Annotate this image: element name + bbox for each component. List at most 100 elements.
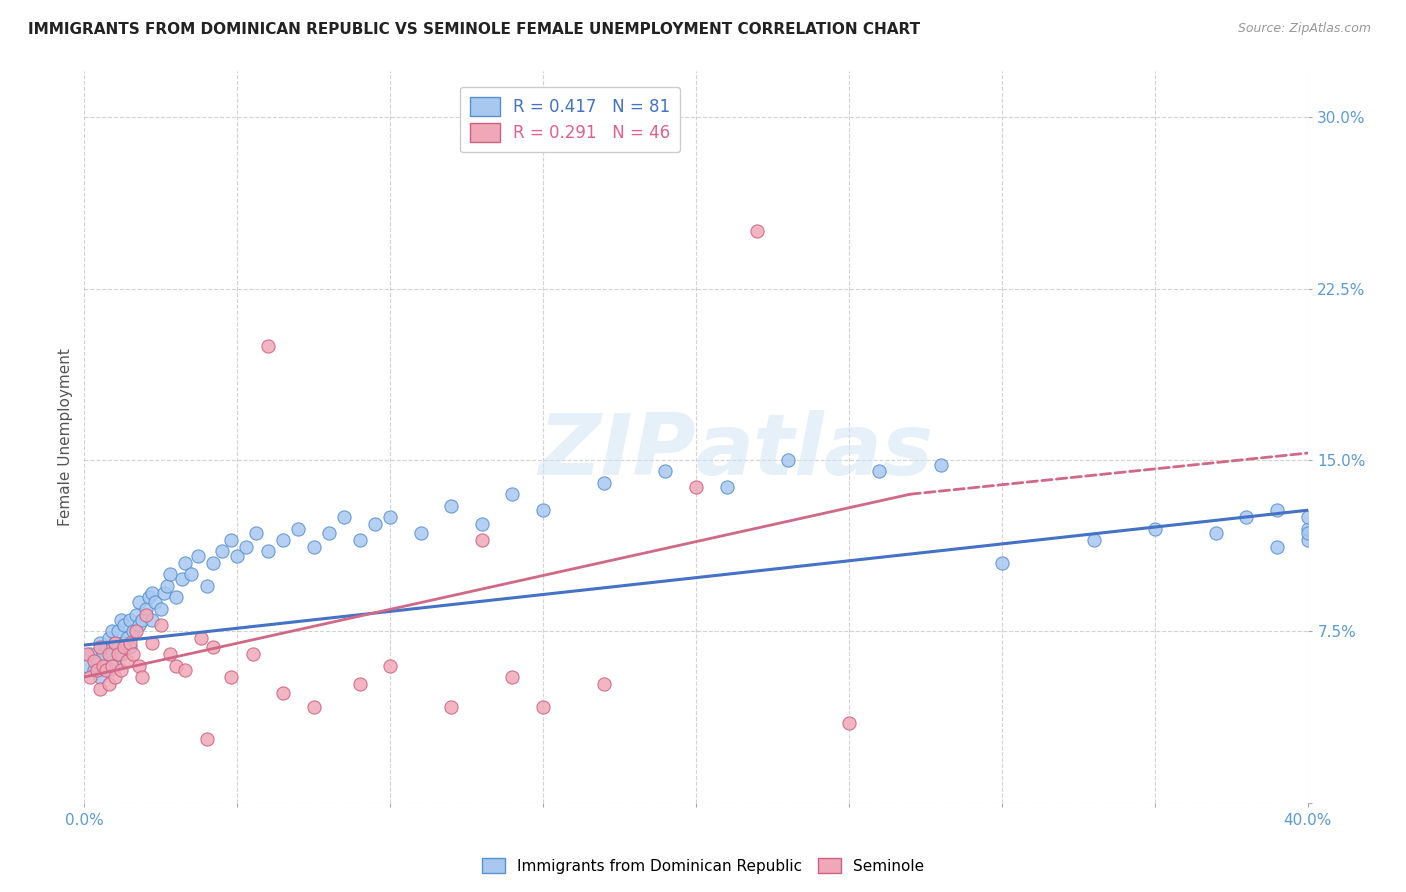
Text: IMMIGRANTS FROM DOMINICAN REPUBLIC VS SEMINOLE FEMALE UNEMPLOYMENT CORRELATION C: IMMIGRANTS FROM DOMINICAN REPUBLIC VS SE… [28,22,921,37]
Point [201,640,224,655]
Point [89,640,111,655]
Point [1296,526,1319,541]
Point [302,540,325,554]
Point [149,617,172,632]
Point [257,544,280,558]
Point [531,503,554,517]
Point [409,526,432,541]
Text: Source: ZipAtlas.com: Source: ZipAtlas.com [1237,22,1371,36]
Point [143,595,166,609]
Point [440,699,463,714]
Point [219,533,242,547]
Point [1296,521,1319,535]
Legend: R = 0.417   N = 81, R = 0.291   N = 46: R = 0.417 N = 81, R = 0.291 N = 46 [460,87,681,153]
Point [86,654,108,668]
Point [107,624,129,639]
Point [685,480,707,494]
Point [271,533,294,547]
Point [125,608,148,623]
Point [110,663,132,677]
Point [107,647,129,661]
Point [112,617,135,632]
Point [190,632,212,646]
Point [349,533,371,547]
Point [440,499,463,513]
Point [131,670,153,684]
Point [318,526,340,541]
Point [125,624,148,639]
Point [76,647,98,661]
Point [138,590,160,604]
Point [186,549,208,563]
Point [135,608,157,623]
Point [149,601,172,615]
Point [112,640,135,655]
Point [97,663,120,677]
Point [159,647,181,661]
Point [226,549,249,563]
Point [1296,510,1319,524]
Text: ZIP: ZIP [538,410,696,493]
Point [83,654,105,668]
Legend: Immigrants from Dominican Republic, Seminole: Immigrants from Dominican Republic, Semi… [477,852,929,880]
Point [159,567,181,582]
Point [776,453,799,467]
Point [101,624,124,639]
Point [245,526,267,541]
Point [89,636,111,650]
Point [91,658,114,673]
Point [1236,510,1258,524]
Point [153,585,176,599]
Point [104,658,127,673]
Text: atlas: atlas [696,410,934,493]
Point [380,658,402,673]
Point [593,475,616,490]
Point [76,658,98,673]
Point [271,686,294,700]
Point [211,544,233,558]
Point [747,224,769,238]
Point [135,601,157,615]
Point [141,585,163,599]
Point [1205,526,1227,541]
Point [287,521,309,535]
Point [89,670,111,684]
Point [593,677,616,691]
Y-axis label: Female Unemployment: Female Unemployment [58,348,73,526]
Point [120,640,142,655]
Point [97,647,120,661]
Point [104,636,127,650]
Point [195,579,218,593]
Point [991,556,1014,570]
Point [89,681,111,696]
Point [502,487,524,501]
Point [122,647,145,661]
Point [120,636,142,650]
Point [86,663,108,677]
Point [128,617,150,632]
Point [112,636,135,650]
Point [165,658,187,673]
Point [380,510,402,524]
Point [141,613,163,627]
Point [235,540,257,554]
Point [101,647,124,661]
Point [929,458,952,472]
Point [115,654,138,668]
Point [91,647,114,661]
Point [242,647,264,661]
Point [471,533,494,547]
Point [141,636,163,650]
Point [531,699,554,714]
Point [219,670,242,684]
Point [654,464,676,478]
Point [502,670,524,684]
Point [97,677,120,691]
Point [120,613,142,627]
Point [1265,540,1288,554]
Point [110,647,132,661]
Point [201,556,224,570]
Point [1296,533,1319,547]
Point [94,658,117,673]
Point [174,556,197,570]
